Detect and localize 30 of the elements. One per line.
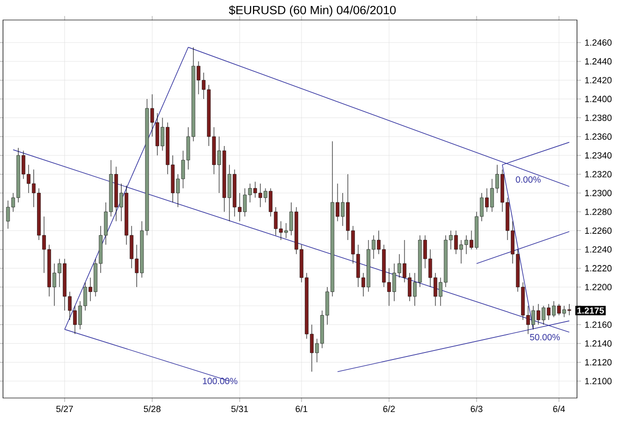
x-tick-label: 6/2 (383, 406, 395, 412)
y-tick-label: 1.2120 (585, 359, 612, 366)
annotation: 1.2175 (577, 307, 604, 314)
x-tick-label: 5/27 (56, 406, 73, 412)
y-tick-label: 1.2100 (585, 378, 612, 384)
y-tick-label: 1.2320 (585, 171, 612, 178)
y-tick-label: 1.2200 (585, 284, 612, 290)
y-tick-label: 1.2400 (585, 96, 612, 102)
annotation: 100.00% (202, 378, 238, 384)
x-tick-label: 5/31 (231, 406, 248, 412)
y-tick-label: 1.2160 (585, 321, 612, 328)
annotation: 50.00% (530, 334, 560, 340)
y-tick-label: 1.2380 (585, 114, 612, 121)
chart-title: $EURUSD (60 Min) 04/06/2010 (228, 5, 396, 17)
x-tick-label: 6/4 (553, 406, 565, 412)
x-tick-label: 6/3 (470, 406, 482, 412)
x-tick-label: 6/1 (296, 406, 308, 412)
y-tick-label: 1.2360 (585, 133, 612, 140)
y-tick-label: 1.2140 (585, 340, 612, 347)
annotation: 0.00% (516, 176, 541, 183)
y-tick-label: 1.2440 (585, 58, 612, 65)
x-tick-label: 5/28 (144, 406, 161, 412)
y-tick-label: 1.2220 (585, 265, 612, 272)
y-tick-label: 1.2460 (585, 39, 612, 46)
y-tick-label: 1.2260 (585, 227, 612, 234)
y-tick-label: 1.2280 (585, 208, 612, 215)
y-tick-label: 1.2340 (585, 152, 612, 159)
y-tick-label: 1.2420 (585, 76, 612, 84)
y-tick-label: 1.2240 (585, 246, 612, 253)
y-tick-label: 1.2300 (585, 190, 612, 196)
